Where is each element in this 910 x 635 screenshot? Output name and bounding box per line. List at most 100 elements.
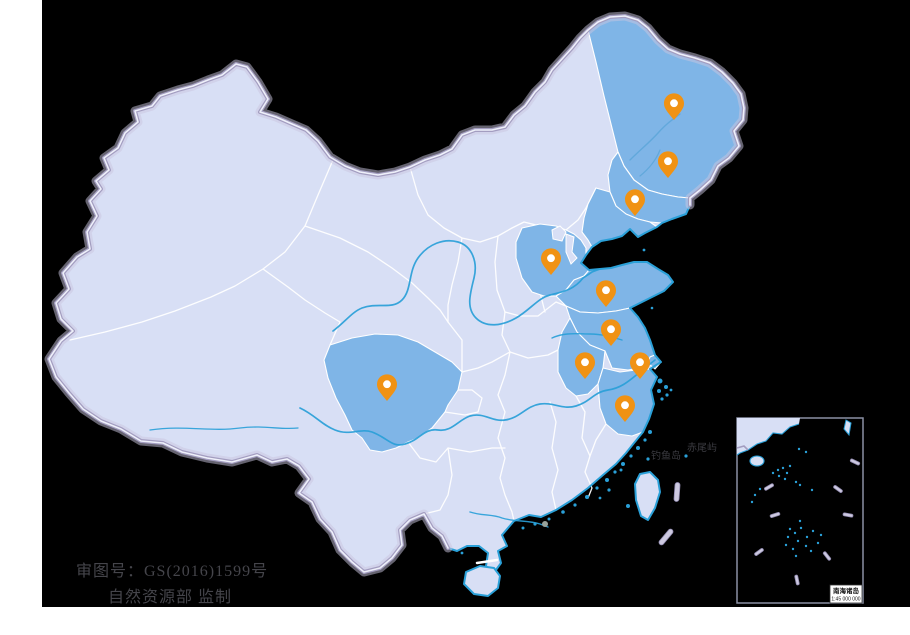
inset-island-dot — [794, 554, 798, 558]
island-dot — [665, 393, 669, 397]
province-beijing[interactable] — [551, 225, 567, 242]
yangtze-river — [299, 359, 656, 446]
dash-line-segment — [754, 548, 764, 556]
island-dot — [573, 503, 577, 507]
inset-island-dot — [794, 480, 798, 484]
island-dot — [561, 510, 565, 514]
inset-island-dot — [750, 500, 754, 504]
markers-layer — [377, 93, 684, 422]
inset-island-dot — [793, 531, 797, 535]
dash-line-segment — [794, 574, 800, 586]
island-dot — [598, 496, 602, 500]
pearl-river — [469, 511, 549, 528]
approval-number-text: 审图号：GS(2016)1599号 — [76, 562, 268, 580]
inset-island-dot — [804, 544, 808, 548]
inset-title-box — [829, 584, 863, 604]
island-dot — [613, 470, 617, 474]
island-dot — [626, 504, 630, 508]
songhua-branch — [639, 149, 661, 177]
marker-pin-sichuan[interactable] — [377, 374, 397, 401]
marker-pin-shanghai[interactable] — [630, 352, 650, 379]
inset-island-dot — [785, 471, 789, 475]
inset-island-dot — [811, 529, 815, 533]
inset-island-dot — [786, 535, 790, 539]
inset-island-dot — [809, 549, 813, 553]
qiongzhou-strait — [475, 558, 499, 565]
marker-pin-liaoning[interactable] — [625, 189, 645, 216]
marker-pin-shandong[interactable] — [596, 280, 616, 307]
province-taiwan[interactable] — [634, 471, 661, 521]
inset-hainan — [749, 455, 765, 467]
coast-islands-layer — [460, 248, 688, 555]
island-labels: 钓鱼岛 赤尾屿 — [651, 442, 717, 462]
inset-island-dot — [776, 468, 780, 472]
inset-island-dot — [799, 526, 803, 530]
island-dot — [619, 468, 623, 472]
national-border — [44, 11, 749, 577]
producer-text: 自然资源部 监制 — [108, 588, 232, 606]
inset-island-dot — [797, 447, 801, 451]
island-dot — [605, 478, 609, 482]
inset-island-dot — [783, 477, 787, 481]
island-dot — [460, 551, 464, 555]
dash-line-segment — [833, 485, 843, 493]
province-tianjin[interactable] — [565, 233, 578, 265]
inset-island-dot — [805, 535, 809, 539]
inset-scale: 1:45 000 000 — [831, 597, 860, 603]
coastline — [447, 204, 691, 575]
yellow-river — [332, 239, 601, 332]
map-accreditation: 审图号：GS(2016)1599号 自然资源部 监制 — [76, 562, 268, 606]
island-dot — [621, 462, 625, 466]
island-dot — [642, 248, 646, 252]
yarlung-river — [149, 426, 299, 431]
marker-pin-anhui[interactable] — [575, 352, 595, 379]
inset-island-dot — [788, 527, 792, 531]
inset-island-dot — [753, 493, 757, 497]
island-dot — [547, 517, 551, 521]
marker-pin-jilin[interactable] — [658, 151, 678, 178]
province-hainan[interactable] — [463, 565, 501, 597]
dash-bars-layer — [658, 482, 681, 546]
marker-pin-zhejiang[interactable] — [615, 395, 635, 422]
south-china-sea-inset: 南海诸岛 1:45 000 000 — [736, 417, 864, 604]
island-dot — [646, 457, 650, 461]
inset-islands-layer — [750, 447, 823, 558]
inset-island-dot — [788, 464, 792, 468]
inset-taiwan — [843, 419, 852, 437]
island-dot — [660, 397, 664, 401]
dash-line-segment — [764, 483, 774, 491]
dash-line-segment — [849, 458, 861, 466]
marker-pin-jiangsu[interactable] — [601, 319, 621, 346]
island-dot — [521, 526, 525, 530]
municipal-enclaves — [551, 225, 578, 265]
island-dot — [629, 454, 633, 458]
inset-island-dot — [819, 533, 823, 537]
inset-island-dot — [777, 474, 781, 478]
island-dot — [595, 486, 599, 490]
island-dot — [657, 378, 663, 384]
island-dot — [664, 385, 668, 389]
inset-island-dot — [810, 488, 814, 492]
island-dot — [650, 306, 654, 310]
inset-island-dot — [796, 539, 800, 543]
island-dot — [585, 495, 589, 499]
border-inner-line — [48, 15, 745, 573]
inset-island-dot — [784, 543, 788, 547]
inset-mainland-border — [736, 445, 749, 451]
marker-pin-hebei[interactable] — [541, 248, 561, 275]
inset-mainland-coast — [736, 423, 800, 456]
inset-title: 南海诸岛 — [833, 586, 860, 595]
inset-dash-bars-layer — [754, 458, 861, 586]
dash-line-segment — [658, 528, 674, 546]
marker-pin-heilongjiang[interactable] — [664, 93, 684, 120]
inset-island-dot — [791, 547, 795, 551]
island-dot — [684, 454, 688, 458]
inset-island-dot — [798, 519, 802, 523]
country-fill — [49, 16, 744, 574]
island-dot — [657, 389, 661, 393]
inset-island-dot — [804, 450, 808, 454]
inset-island-dot — [758, 487, 762, 491]
dash-line-segment — [822, 551, 832, 561]
